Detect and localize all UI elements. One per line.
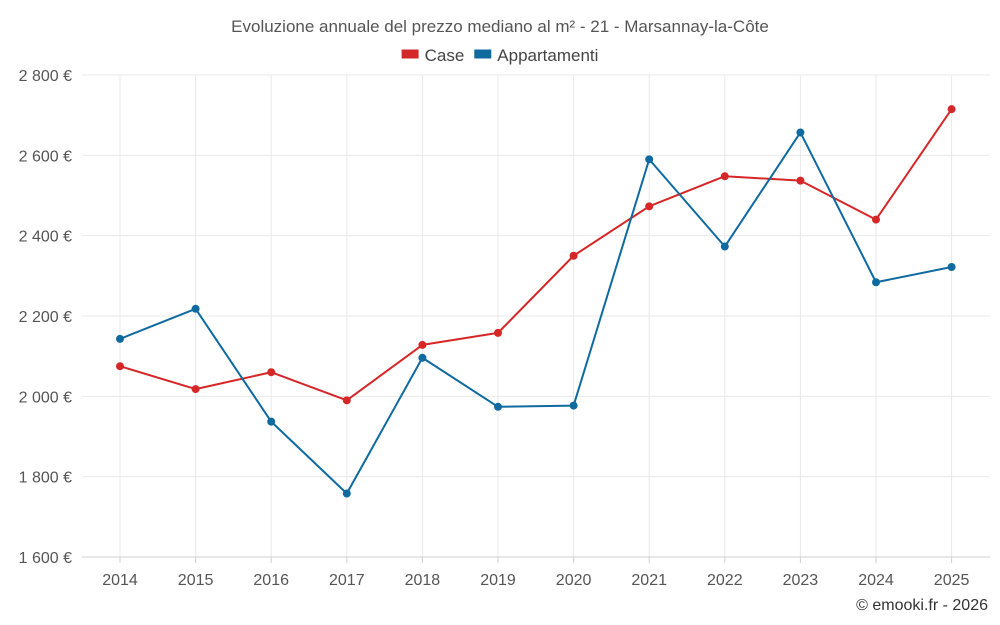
data-point-case[interactable] [494, 328, 502, 337]
data-point-appartamenti[interactable] [342, 489, 351, 498]
y-axis: 1 600 € 1 800 € 2 000 € 2 200 € 2 400 € 2 600… [19, 68, 72, 567]
data-point-case[interactable] [720, 172, 729, 181]
x-tick-label: 2018 [405, 572, 441, 589]
data-point-appartamenti[interactable] [191, 304, 200, 313]
data-point-appartamenti[interactable] [267, 417, 276, 426]
data-point-case[interactable] [116, 362, 124, 371]
data-point-appartamenti[interactable] [494, 402, 502, 411]
data-point-case[interactable] [947, 105, 956, 114]
data-point-case[interactable] [267, 368, 276, 377]
series-layer [116, 105, 956, 498]
x-tick-label: 2025 [934, 572, 970, 589]
y-tick-label: 2 800 € [19, 68, 72, 85]
data-point-case[interactable] [872, 215, 880, 224]
data-point-appartamenti[interactable] [116, 334, 124, 343]
data-point-appartamenti[interactable] [947, 262, 956, 271]
credit-text: © emooki.fr - 2026 [856, 597, 988, 614]
data-point-case[interactable] [418, 340, 427, 349]
grid-lines [82, 74, 990, 558]
y-tick-label: 2 200 € [19, 309, 72, 326]
data-point-case[interactable] [569, 251, 578, 260]
data-point-appartamenti[interactable] [872, 278, 880, 287]
x-tick-label: 2021 [631, 572, 667, 589]
legend-swatch [401, 49, 419, 59]
y-tick-label: 2 000 € [19, 389, 72, 406]
data-point-case[interactable] [342, 396, 351, 405]
legend-item-appartamenti[interactable]: Appartamenti [474, 46, 598, 65]
y-tick-label: 1 800 € [19, 470, 72, 487]
legend-label: Appartamenti [497, 46, 598, 65]
x-tick-label: 2022 [707, 572, 743, 589]
legend-label: Case [425, 46, 465, 65]
data-point-appartamenti[interactable] [569, 401, 578, 410]
y-tick-label: 2 600 € [19, 148, 72, 165]
x-tick-label: 2016 [253, 572, 289, 589]
series-line-case[interactable] [119, 108, 953, 402]
data-point-case[interactable] [645, 202, 654, 211]
x-tick-label: 2017 [329, 572, 365, 589]
chart-title: Evoluzione annuale del prezzo mediano al… [231, 17, 769, 36]
legend-item-case[interactable]: Case [401, 46, 465, 65]
x-tick-label: 2019 [480, 572, 516, 589]
y-tick-label: 2 400 € [19, 229, 72, 246]
x-tick-label: 2023 [783, 572, 819, 589]
data-point-appartamenti[interactable] [418, 353, 427, 362]
data-point-appartamenti[interactable] [720, 242, 729, 251]
legend-swatch [474, 49, 492, 59]
legend: Case Appartamenti [401, 46, 598, 65]
data-point-appartamenti[interactable] [645, 155, 654, 164]
series-line-appartamenti[interactable] [119, 131, 952, 495]
x-tick-label: 2024 [858, 572, 894, 589]
data-point-appartamenti[interactable] [796, 128, 805, 137]
x-tick-label: 2015 [178, 572, 214, 589]
data-point-case[interactable] [191, 385, 200, 394]
x-axis: 2014 2015 2016 2017 2018 2019 2020 2021 2022 2023… [82, 556, 990, 589]
x-tick-label: 2020 [556, 572, 592, 589]
data-point-case[interactable] [796, 176, 805, 185]
y-tick-label: 1 600 € [19, 550, 72, 567]
x-tick-label: 2014 [102, 572, 138, 589]
